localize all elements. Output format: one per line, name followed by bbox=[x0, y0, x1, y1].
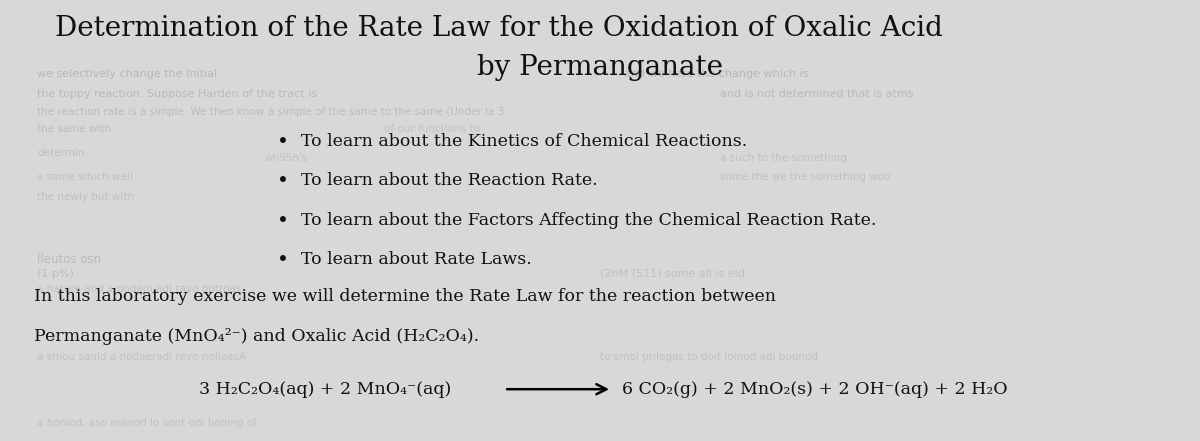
Text: some the we the something woo: some the we the something woo bbox=[720, 172, 890, 182]
Text: •: • bbox=[277, 172, 289, 191]
Text: •: • bbox=[277, 251, 289, 270]
Text: the same with: the same with bbox=[37, 124, 112, 134]
Text: of our functions to: of our functions to bbox=[384, 124, 481, 134]
Text: and is not determined that is atms: and is not determined that is atms bbox=[720, 89, 913, 99]
Text: a some which well: a some which well bbox=[37, 172, 133, 182]
Text: Determination of the Rate Law for the Oxidation of Oxalic Acid: Determination of the Rate Law for the Ox… bbox=[55, 15, 943, 42]
Text: 3 H₂C₂O₄(aq) + 2 MnO₄⁻(aq): 3 H₂C₂O₄(aq) + 2 MnO₄⁻(aq) bbox=[199, 381, 451, 398]
Text: •: • bbox=[277, 212, 289, 231]
Text: determin: determin bbox=[37, 148, 85, 158]
Text: we selectively change the Initial: we selectively change the Initial bbox=[37, 69, 217, 79]
Text: a smou sauld a nodaeradi revo nolioasA: a smou sauld a nodaeradi revo nolioasA bbox=[37, 352, 246, 362]
Text: wh95h's: wh95h's bbox=[265, 153, 308, 163]
Text: the toppy reaction. Suppose Harden of the tract is: the toppy reaction. Suppose Harden of th… bbox=[37, 89, 318, 99]
Text: a nature and a podam adi ravo pottoas: a nature and a podam adi ravo pottoas bbox=[37, 284, 241, 294]
Text: by Permanganate: by Permanganate bbox=[478, 54, 722, 81]
Text: To learn about the Reaction Rate.: To learn about the Reaction Rate. bbox=[301, 172, 598, 189]
Text: the reaction rate is a simple. We then know a simple of the same to the same (Un: the reaction rate is a simple. We then k… bbox=[37, 107, 508, 116]
Text: •: • bbox=[277, 133, 289, 152]
Text: In this laboratory exercise we will determine the Rate Law for the reaction betw: In this laboratory exercise we will dete… bbox=[34, 288, 775, 306]
Text: To learn about the Kinetics of Chemical Reactions.: To learn about the Kinetics of Chemical … bbox=[301, 133, 746, 150]
Text: to smol prilegas to doit loinod adi bounod: to smol prilegas to doit loinod adi boun… bbox=[600, 352, 818, 362]
Text: (1 p%): (1 p%) bbox=[37, 269, 74, 279]
Text: Permanganate (MnO₄²⁻) and Oxalic Acid (H₂C₂O₄).: Permanganate (MnO₄²⁻) and Oxalic Acid (H… bbox=[34, 328, 479, 345]
Text: lleutos osn: lleutos osn bbox=[37, 254, 101, 266]
Text: and we here the change which is: and we here the change which is bbox=[624, 69, 809, 79]
Text: a boniod, aso nolnorl lo sont odi boning ol: a boniod, aso nolnorl lo sont odi boning… bbox=[37, 418, 257, 428]
Text: a such to the something: a such to the something bbox=[720, 153, 846, 163]
Text: To learn about Rate Laws.: To learn about Rate Laws. bbox=[301, 251, 532, 268]
Text: To learn about the Factors Affecting the Chemical Reaction Rate.: To learn about the Factors Affecting the… bbox=[301, 212, 876, 229]
Text: 6 CO₂(g) + 2 MnO₂(s) + 2 OH⁻(aq) + 2 H₂O: 6 CO₂(g) + 2 MnO₂(s) + 2 OH⁻(aq) + 2 H₂O bbox=[622, 381, 1007, 398]
Text: the newly but with: the newly but with bbox=[37, 192, 134, 202]
Text: (2hM (511) some all is eld: (2hM (511) some all is eld bbox=[600, 269, 745, 279]
